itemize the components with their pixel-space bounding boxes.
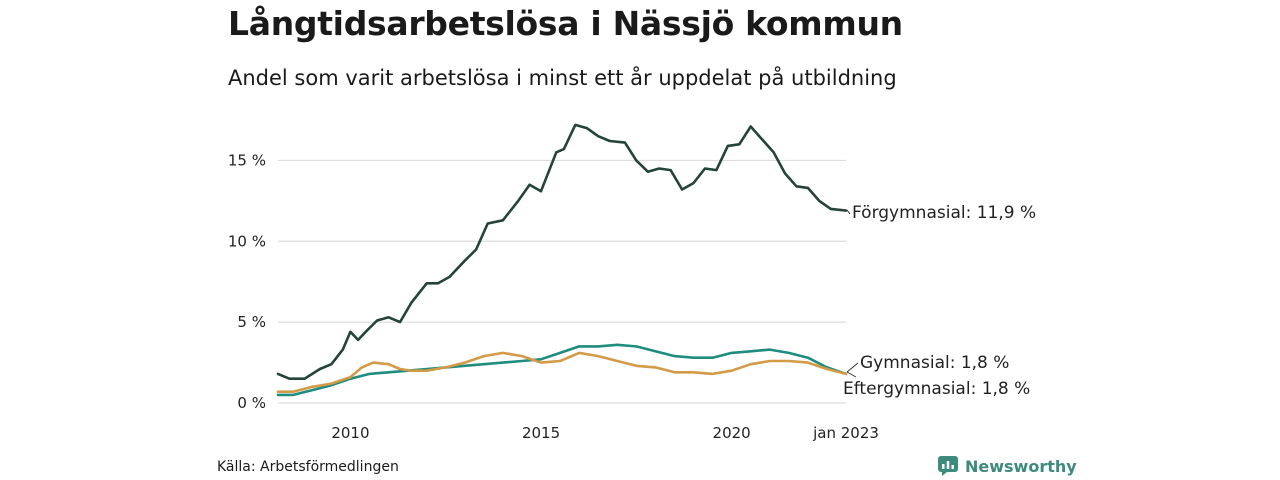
- end-label-förgymnasial: Förgymnasial: 11,9 %: [852, 203, 1036, 223]
- source-note: Källa: Arbetsförmedlingen: [217, 459, 399, 475]
- y-axis: 0 % 5 % 10 % 15 %: [228, 151, 266, 412]
- y-tick-label: 15 %: [228, 151, 266, 169]
- y-tick-label: 0 %: [237, 394, 266, 412]
- x-tick-label: 2015: [522, 424, 560, 442]
- x-axis: 2010 2015 2020 jan 2023: [331, 424, 879, 442]
- end-label-eftergymnasial: Eftergymnasial: 1,8 %: [843, 379, 1030, 399]
- series-lines: [276, 123, 848, 397]
- x-tick-label: 2010: [331, 424, 369, 442]
- brand[interactable]: Newsworthy: [938, 456, 1077, 476]
- y-tick-label: 10 %: [228, 232, 266, 250]
- y-tick-label: 5 %: [237, 313, 266, 331]
- chart-subtitle: Andel som varit arbetslösa i minst ett å…: [228, 66, 897, 90]
- newsworthy-logo-icon: [938, 456, 958, 476]
- series-line-eftergymnasial: [276, 351, 848, 393]
- series-line-gymnasial: [276, 343, 848, 397]
- x-tick-label: 2020: [713, 424, 751, 442]
- end-label-gymnasial: Gymnasial: 1,8 %: [860, 353, 1009, 373]
- grid: [278, 159, 846, 404]
- chart-title: Långtidsarbetslösa i Nässjö kommun: [228, 4, 903, 43]
- label-leader-line: [846, 209, 851, 215]
- end-labels: Förgymnasial: 11,9 % Gymnasial: 1,8 % Efte…: [843, 203, 1036, 399]
- series-line-förgymnasial: [276, 123, 848, 380]
- label-leader-line: [846, 362, 859, 373]
- x-tick-label: jan 2023: [812, 424, 879, 442]
- brand-name: Newsworthy: [965, 456, 1077, 476]
- label-leader-line: [846, 371, 857, 378]
